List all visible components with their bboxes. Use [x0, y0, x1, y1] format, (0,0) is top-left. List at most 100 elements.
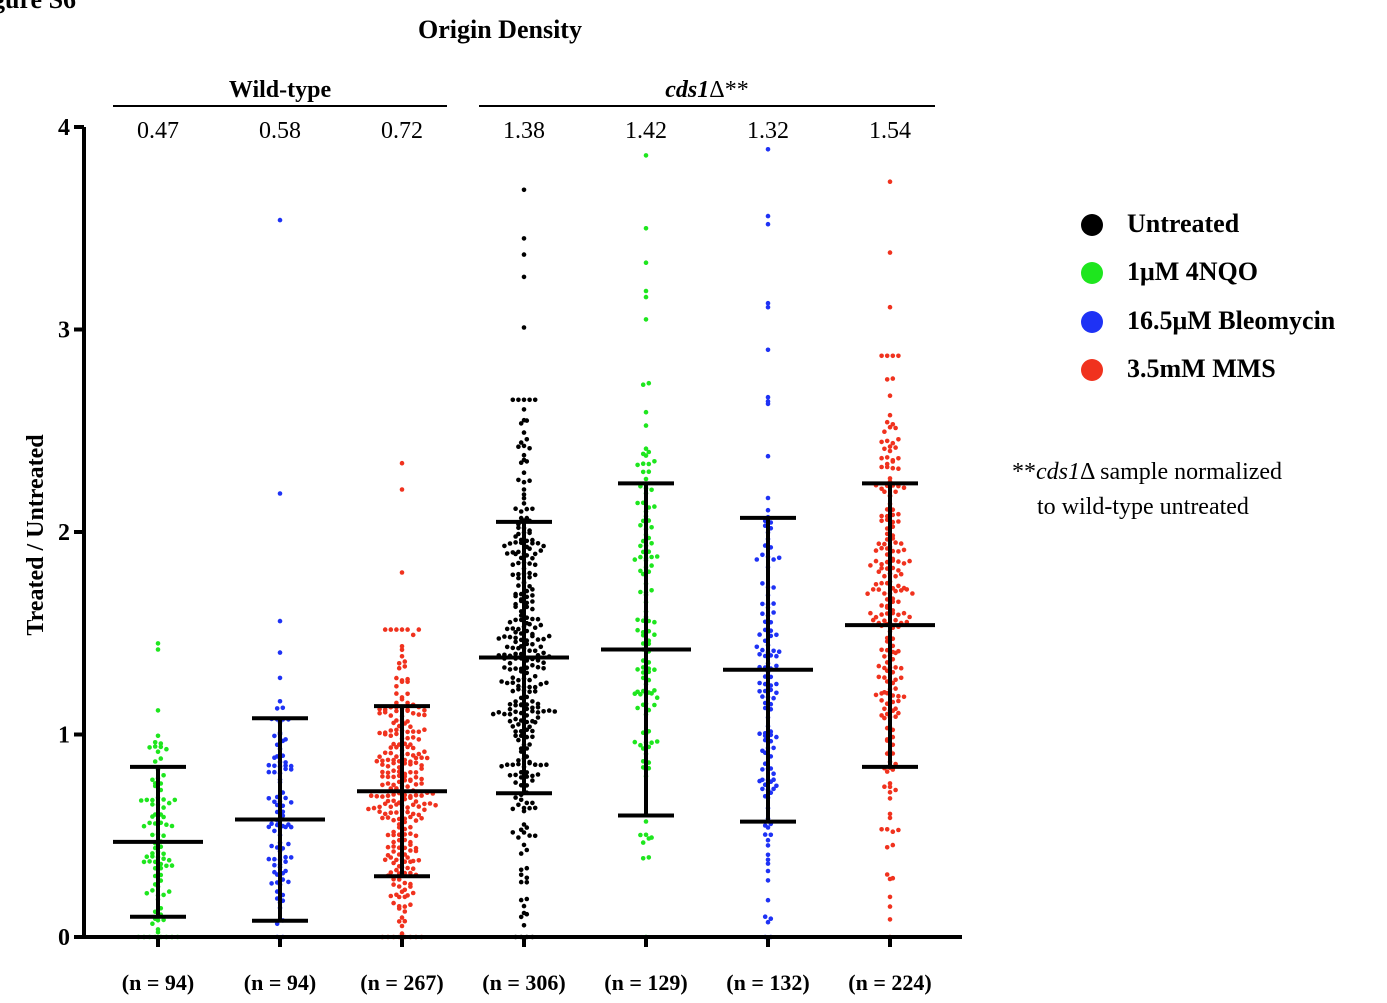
data-point: [419, 755, 424, 760]
data-point: [765, 843, 771, 848]
data-point: [768, 832, 774, 838]
data-point: [272, 856, 277, 862]
data-point: [530, 734, 535, 740]
data-point: [646, 836, 652, 841]
data-point: [527, 561, 532, 566]
y-tick-label: 0: [58, 925, 70, 951]
data-point: [765, 825, 771, 830]
data-point: [765, 147, 771, 152]
data-point: [652, 632, 657, 637]
data-point: [161, 773, 166, 778]
data-point: [408, 902, 413, 907]
data-point: [399, 679, 405, 684]
data-point: [882, 706, 887, 712]
data-point: [150, 921, 155, 926]
data-point: [516, 571, 521, 577]
data-point: [879, 486, 884, 492]
data-point: [385, 798, 391, 804]
data-point: [882, 618, 887, 623]
data-point: [166, 857, 172, 863]
data-point: [399, 931, 405, 936]
data-point: [532, 684, 538, 690]
data-point: [530, 537, 535, 543]
data-point: [402, 659, 408, 664]
data-point: [161, 833, 166, 838]
data-point: [277, 699, 283, 704]
data-point: [368, 793, 374, 798]
data-point: [513, 630, 518, 635]
data-point: [394, 802, 399, 807]
data-point: [896, 568, 901, 573]
data-point: [757, 680, 762, 686]
data-point: [405, 735, 410, 741]
data-point: [422, 801, 427, 807]
data-point: [649, 588, 654, 593]
data-point: [366, 806, 371, 812]
footnote-line-2: to wild-type untreated: [1037, 494, 1249, 520]
data-point: [399, 647, 405, 653]
data-point: [382, 801, 388, 807]
data-point: [507, 634, 513, 640]
data-point: [277, 618, 283, 624]
axes: 0 1 2 3 4 (n = 94) (n = 94) (n = 267) (n = 306) (…: [58, 115, 962, 995]
data-point: [765, 507, 771, 513]
data-point: [896, 612, 901, 618]
data-point: [774, 663, 779, 669]
y-tick-label: 2: [58, 520, 70, 546]
data-point: [377, 804, 382, 810]
data-point: [530, 556, 535, 561]
data-point: [760, 552, 765, 558]
data-point: [546, 633, 552, 639]
data-point: [516, 737, 521, 743]
data-point: [887, 250, 893, 255]
data-point: [416, 712, 422, 717]
data-point: [521, 822, 527, 827]
data-point: [513, 729, 518, 734]
data-point: [649, 563, 654, 568]
data-point: [649, 525, 654, 530]
data-point: [410, 745, 416, 751]
y-tick-label: 4: [58, 115, 70, 141]
data-point: [405, 865, 410, 871]
y-axis-label: Treated / Untreated: [23, 434, 49, 636]
data-point: [890, 440, 896, 446]
data-point: [771, 771, 776, 776]
data-point: [530, 599, 535, 604]
data-point: [274, 706, 280, 711]
data-point: [516, 575, 521, 581]
data-point: [408, 842, 413, 847]
data-point: [765, 394, 771, 400]
data-point: [893, 686, 898, 691]
data-point: [771, 695, 776, 701]
data-point: [524, 880, 530, 885]
data-point: [518, 460, 524, 466]
data-point: [890, 353, 896, 359]
data-point: [765, 401, 771, 407]
data-point: [516, 761, 521, 767]
data-point: [169, 863, 175, 868]
data-point: [765, 857, 771, 863]
data-point: [638, 554, 643, 560]
mean-value-label: 1.32: [747, 118, 789, 144]
data-point: [760, 611, 765, 616]
data-point: [538, 622, 544, 628]
data-point: [269, 821, 274, 826]
data-point: [896, 583, 901, 589]
data-point: [865, 591, 870, 596]
data-point: [643, 317, 649, 322]
data-point: [643, 819, 649, 824]
data-point: [410, 802, 416, 808]
data-point: [516, 560, 521, 566]
data-point: [887, 894, 893, 900]
data-point: [405, 784, 410, 789]
data-point: [158, 741, 164, 746]
data-point: [413, 818, 419, 823]
data-point: [870, 587, 876, 592]
data-point: [141, 859, 147, 865]
data-point: [754, 557, 760, 562]
data-point: [416, 804, 422, 809]
data-point: [504, 551, 510, 556]
data-point: [879, 580, 884, 586]
data-point: [272, 733, 277, 739]
data-point: [876, 663, 882, 669]
